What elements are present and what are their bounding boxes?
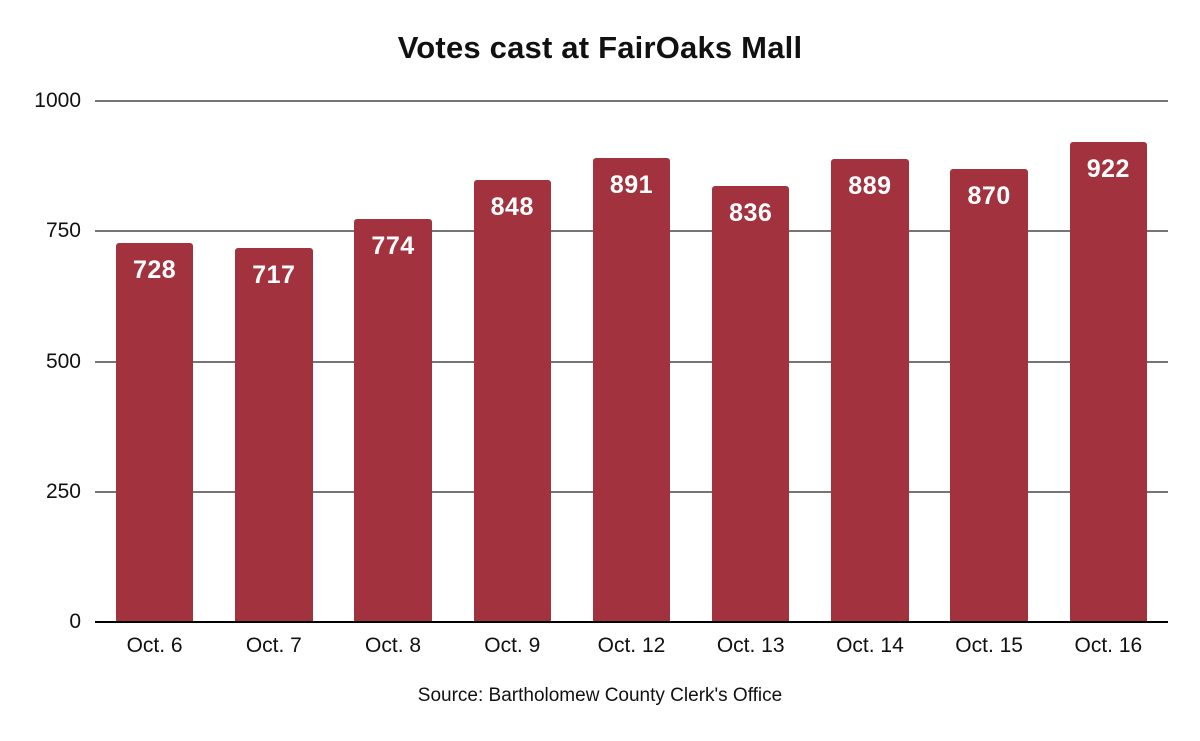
bars-layer: 728 717 774 848 891 836 889 870 922	[95, 101, 1168, 622]
bar-slot: 891	[572, 101, 691, 622]
bar-slot: 889	[810, 101, 929, 622]
bar-slot: 922	[1049, 101, 1168, 622]
bar-oct-9: 848	[473, 180, 551, 622]
source-note: Source: Bartholomew County Clerk's Offic…	[417, 685, 783, 706]
y-tick-label-0: 0	[69, 610, 81, 633]
bar-value-label: 870	[967, 181, 1011, 210]
bar-oct-14: 889	[831, 158, 909, 622]
x-tick-label: Oct. 16	[1074, 634, 1143, 657]
x-axis-labels: Oct. 6 Oct. 7 Oct. 8 Oct. 9 Oct. 12 Oct. 13 Oc…	[95, 634, 1168, 658]
gridline-1000	[95, 100, 1168, 102]
bar-slot: 717	[214, 101, 333, 622]
y-tick-label-1000: 1000	[34, 89, 81, 112]
y-tick-label-500: 500	[45, 349, 81, 373]
x-tick-label: Oct. 13	[716, 634, 785, 657]
y-tick-label-250: 250	[45, 479, 81, 503]
x-tick-label: Oct. 7	[245, 634, 302, 657]
bar-value-label: 774	[371, 231, 415, 260]
bar-oct-16: 922	[1069, 141, 1148, 622]
x-tick-label: Oct. 8	[365, 634, 422, 657]
bar-slot: 870	[930, 101, 1049, 622]
x-tick-label: Oct. 14	[836, 634, 904, 657]
x-tick-label: Oct. 9	[484, 634, 541, 657]
bar-value-label: 891	[609, 170, 654, 199]
chart-title: Votes cast at FairOaks Mall	[397, 30, 803, 65]
bar-oct-6: 728	[115, 242, 194, 622]
bar-oct-13: 836	[711, 186, 790, 622]
bar-oct-7: 717	[235, 248, 313, 622]
bar-slot: 836	[691, 101, 810, 622]
x-tick-label: Oct. 15	[955, 634, 1023, 657]
bar-value-label: 717	[252, 261, 296, 290]
bar-oct-8: 774	[354, 218, 432, 622]
bar-slot: 774	[333, 101, 452, 622]
plot-area: 0 250 500 750 1000 728 717 774 848 891 836 889 870 9…	[34, 89, 1168, 657]
bar-slot: 728	[95, 101, 214, 622]
bar-value-label: 889	[848, 171, 892, 200]
bar-slot: 848	[453, 101, 572, 622]
bar-value-label: 922	[1086, 154, 1130, 183]
bar-value-label: 848	[490, 193, 534, 222]
x-tick-label: Oct. 6	[126, 634, 183, 657]
bar-value-label: 728	[132, 255, 177, 284]
bar-oct-12: 891	[592, 157, 671, 622]
bar-value-label: 836	[729, 199, 773, 228]
y-tick-label-750: 750	[45, 219, 81, 243]
x-tick-label: Oct. 12	[597, 634, 666, 657]
bar-oct-15: 870	[950, 168, 1028, 622]
x-axis-line	[95, 621, 1168, 623]
